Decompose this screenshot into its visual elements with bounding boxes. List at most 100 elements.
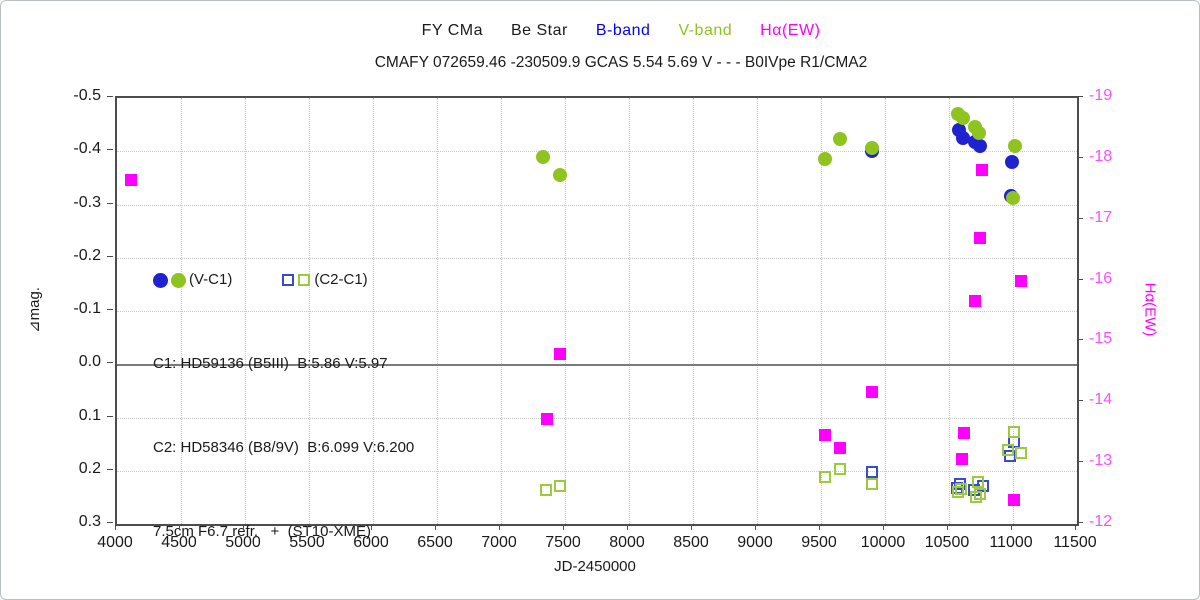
left-tick-mark xyxy=(107,468,113,470)
legend-line-c1: C1: HD59136 (B5III) B:5.86 V:5.97 xyxy=(153,355,388,372)
x-tick-mark xyxy=(499,524,500,530)
x-tick-mark xyxy=(307,524,308,530)
data-point-halpha xyxy=(818,429,831,442)
gridline-horizontal xyxy=(117,151,1077,153)
x-tick-label: 11500 xyxy=(1053,534,1097,551)
x-tick-label: 9000 xyxy=(737,534,773,551)
plot-area: (V-C1) (C2-C1) C1: HD59136 (B5III) B:5.8… xyxy=(115,96,1079,540)
x-tick-mark xyxy=(179,524,180,530)
data-point-v_c2c1 xyxy=(951,486,964,499)
right-tick-mark xyxy=(1077,522,1083,523)
data-point-halpha xyxy=(976,163,989,176)
left-tick-label: -0.5 xyxy=(73,87,101,104)
data-point-v_vc1 xyxy=(552,168,567,183)
left-tick-mark xyxy=(107,255,113,257)
x-tick-mark xyxy=(819,524,820,530)
data-point-halpha xyxy=(973,231,986,244)
left-tick-label: 0.1 xyxy=(78,406,101,424)
x-tick-mark xyxy=(883,524,884,530)
data-point-v_c2c1 xyxy=(553,479,566,492)
x-tick-label: 6500 xyxy=(417,534,453,551)
x-tick-mark xyxy=(947,524,948,530)
data-point-v_vc1 xyxy=(1006,191,1020,206)
x-tick-mark xyxy=(243,524,244,530)
legend-blue-open-square-icon xyxy=(282,274,295,286)
data-point-b_vc1 xyxy=(1004,154,1019,169)
data-point-v_c2c1 xyxy=(973,487,986,500)
x-tick-mark xyxy=(435,524,436,530)
title-segment-1: Be Star xyxy=(510,22,568,39)
right-tick-mark xyxy=(1077,96,1083,97)
data-point-v_c2c1 xyxy=(866,478,879,491)
gridline-horizontal xyxy=(117,257,1077,259)
left-tick-label: 0.2 xyxy=(78,459,101,477)
zero-line xyxy=(117,364,1077,367)
data-point-b_vc1 xyxy=(956,130,971,145)
x-tick-mark xyxy=(371,524,372,530)
left-tick-label: -0.2 xyxy=(73,246,101,264)
right-tick-mark xyxy=(1077,278,1083,280)
data-point-halpha xyxy=(1008,493,1021,506)
x-axis-title: JD-2450000 xyxy=(554,558,636,575)
data-point-v_vc1 xyxy=(955,110,970,125)
right-tick-label: -17 xyxy=(1089,208,1113,226)
x-tick-label: 11000 xyxy=(989,534,1033,551)
data-point-halpha xyxy=(1014,274,1027,287)
data-point-v_c2c1 xyxy=(539,483,552,496)
data-point-b_c2c1 xyxy=(866,465,879,478)
left-tick-label: -0.3 xyxy=(73,193,101,211)
x-tick-label: 8000 xyxy=(609,534,645,551)
left-tick-mark xyxy=(107,202,113,204)
right-tick-label: -14 xyxy=(1089,391,1113,409)
right-tick-label: -16 xyxy=(1089,269,1113,287)
x-tick-label: 5000 xyxy=(225,534,261,551)
left-tick-mark xyxy=(107,149,113,151)
x-tick-label: 4500 xyxy=(161,534,197,551)
legend-markers-row: (V-C1) (C2-C1) xyxy=(153,266,414,294)
right-tick-label: -19 xyxy=(1089,87,1113,104)
left-tick-mark xyxy=(107,522,113,523)
legend-line-c2: C2: HD58346 (B8/9V) B:6.099 V:6.200 xyxy=(153,439,415,456)
left-tick-mark xyxy=(107,309,113,310)
x-tick-mark xyxy=(115,524,116,530)
right-tick-mark xyxy=(1077,461,1083,463)
right-tick-label: -15 xyxy=(1089,330,1113,348)
chart-subtitle: CMAFY 072659.46 -230509.9 GCAS 5.54 5.69… xyxy=(374,54,868,71)
data-point-v_c2c1 xyxy=(1001,443,1014,456)
title-segment-0: FY CMa xyxy=(421,22,483,39)
data-point-b_vc1 xyxy=(973,138,988,153)
x-tick-label: 6000 xyxy=(353,534,389,551)
x-tick-mark xyxy=(563,524,564,530)
data-point-v_c2c1 xyxy=(1008,426,1021,439)
data-point-v_vc1 xyxy=(536,149,551,164)
right-tick-mark xyxy=(1077,400,1083,402)
left-tick-label: 0.3 xyxy=(78,513,101,530)
data-point-v_vc1 xyxy=(972,125,987,140)
legend-line-scope1: 7.5cm F6.7 refr. + (ST10-XME) xyxy=(153,523,371,540)
left-tick-label: -0.4 xyxy=(73,140,101,158)
chart-title: FY CMa Be Star B-band V-band Hα(EW) xyxy=(41,22,1199,40)
legend: (V-C1) (C2-C1) C1: HD59136 (B5III) B:5.8… xyxy=(153,210,415,599)
x-tick-label: 10500 xyxy=(924,534,970,551)
x-tick-mark xyxy=(1011,524,1012,530)
gridline-horizontal xyxy=(117,311,1077,312)
x-tick-label: 8500 xyxy=(673,534,709,551)
left-tick-mark xyxy=(107,362,113,364)
x-tick-label: 9500 xyxy=(801,534,837,551)
left-tick-mark xyxy=(107,96,113,97)
gridline-horizontal xyxy=(117,417,1077,419)
right-tick-mark xyxy=(1077,217,1083,219)
x-tick-mark xyxy=(627,524,628,530)
x-tick-label: 5500 xyxy=(289,534,325,551)
x-tick-mark xyxy=(691,524,692,530)
data-point-v_vc1 xyxy=(1007,138,1022,153)
data-point-halpha xyxy=(958,426,971,439)
data-point-v_c2c1 xyxy=(1015,447,1028,460)
title-segment-4: Hα(EW) xyxy=(760,22,821,39)
data-point-v_c2c1 xyxy=(818,470,831,483)
x-tick-label: 7500 xyxy=(545,534,581,551)
data-point-v_c2c1 xyxy=(834,462,847,475)
data-point-halpha xyxy=(541,413,554,426)
x-tick-label: 10000 xyxy=(860,534,906,551)
left-tick-label: 0.0 xyxy=(78,353,101,371)
